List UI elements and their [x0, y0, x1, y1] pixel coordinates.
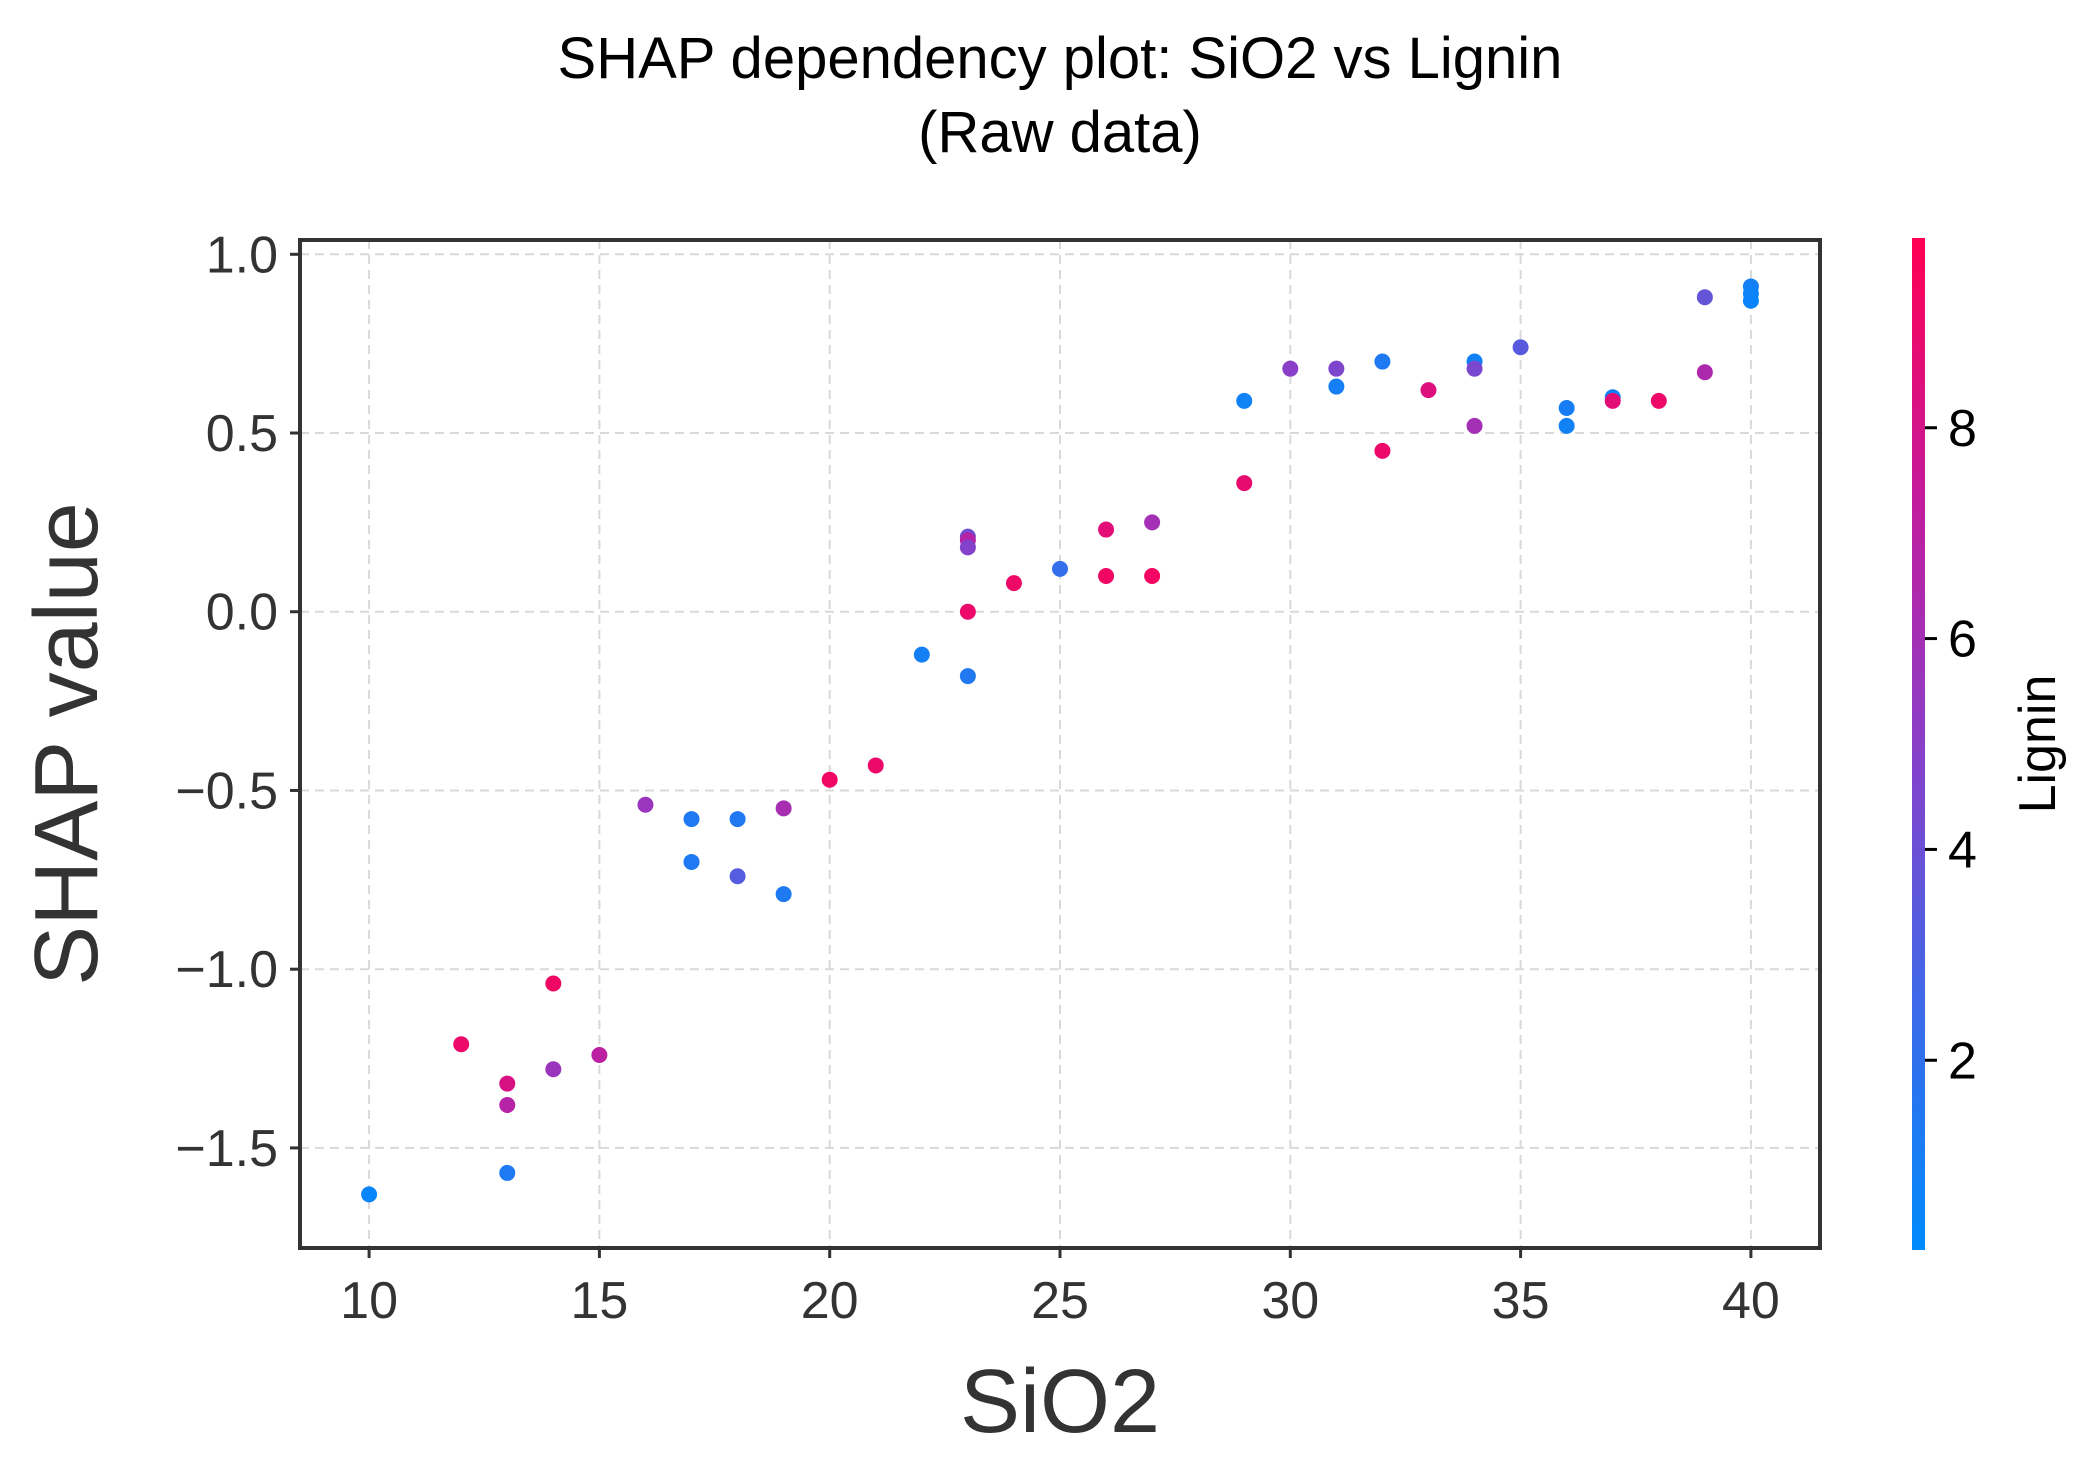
grid-lines — [300, 240, 1820, 1248]
scatter-point — [959, 603, 976, 620]
y-axis-label: SHAP value — [17, 502, 117, 986]
scatter-point — [499, 1075, 516, 1092]
scatter-point — [775, 886, 792, 903]
data-points — [361, 278, 1759, 1203]
scatter-point — [1558, 417, 1575, 434]
y-tick-label: 1.0 — [206, 226, 278, 284]
scatter-point — [1328, 378, 1345, 395]
x-tick-label: 30 — [1261, 1272, 1319, 1330]
scatter-point — [1696, 289, 1713, 306]
colorbar-label: Lignin — [2009, 675, 2067, 814]
scatter-point — [1742, 292, 1759, 309]
colorbar-tick-label: 4 — [1948, 821, 1977, 879]
scatter-point — [1328, 360, 1345, 377]
scatter-point — [821, 771, 838, 788]
scatter-point — [1512, 339, 1529, 356]
y-tick-label: −0.5 — [175, 762, 278, 820]
axis-ticks: 10 15 20 25 30 35 40 1.0 0.5 0.0 −0.5 −1.0 −1.5 — [175, 226, 1779, 1330]
scatter-point — [959, 668, 976, 685]
scatter-point — [499, 1164, 516, 1181]
chart-title: SHAP dependency plot: SiO2 vs Lignin — [558, 26, 1563, 91]
scatter-point — [683, 811, 700, 828]
scatter-point — [361, 1186, 378, 1203]
chart-subtitle: (Raw data) — [918, 100, 1202, 165]
colorbar-ticks: 2 4 6 8 — [1925, 400, 1977, 1090]
scatter-point — [1098, 521, 1115, 538]
scatter-point — [1466, 417, 1483, 434]
scatter-point — [683, 853, 700, 870]
scatter-point — [545, 1061, 562, 1078]
scatter-point — [1005, 575, 1022, 592]
scatter-point — [1144, 568, 1161, 584]
colorbar-tick-label: 8 — [1948, 400, 1977, 458]
x-tick-label: 20 — [801, 1272, 859, 1330]
x-tick-label: 25 — [1031, 1272, 1089, 1330]
scatter-point — [1650, 392, 1667, 409]
scatter-point — [1282, 360, 1299, 377]
scatter-point — [1604, 392, 1621, 409]
x-tick-label: 15 — [570, 1272, 628, 1330]
scatter-point — [637, 796, 654, 813]
y-tick-label: −1.0 — [175, 941, 278, 999]
scatter-point — [867, 757, 884, 774]
scatter-point — [1098, 568, 1115, 584]
scatter-point — [591, 1046, 608, 1063]
x-tick-label: 35 — [1492, 1272, 1550, 1330]
scatter-point — [1374, 353, 1391, 370]
x-tick-label: 10 — [340, 1272, 398, 1330]
x-tick-label: 40 — [1722, 1272, 1780, 1330]
scatter-point — [959, 539, 976, 556]
scatter-point — [1466, 360, 1483, 377]
scatter-point — [499, 1097, 516, 1114]
scatter-point — [1558, 400, 1575, 416]
y-tick-label: 0.5 — [206, 405, 278, 463]
x-axis-label: SiO2 — [960, 1352, 1160, 1452]
scatter-point — [1420, 382, 1437, 399]
scatter-point — [1144, 514, 1161, 531]
y-tick-label: −1.5 — [175, 1120, 278, 1178]
scatter-point — [729, 811, 746, 828]
scatter-point — [1696, 364, 1713, 381]
y-tick-label: 0.0 — [206, 584, 278, 642]
scatter-point — [453, 1036, 470, 1053]
scatter-point — [1052, 560, 1068, 577]
scatter-point — [1236, 475, 1253, 492]
scatter-point — [913, 646, 930, 663]
colorbar-tick-label: 2 — [1948, 1032, 1977, 1090]
colorbar-tick-label: 6 — [1948, 611, 1977, 669]
scatter-point — [1374, 442, 1391, 459]
colorbar — [1912, 238, 1925, 1250]
scatter-point — [1236, 392, 1253, 409]
scatter-point — [545, 975, 562, 992]
scatter-point — [775, 800, 792, 817]
scatter-point — [729, 868, 746, 885]
